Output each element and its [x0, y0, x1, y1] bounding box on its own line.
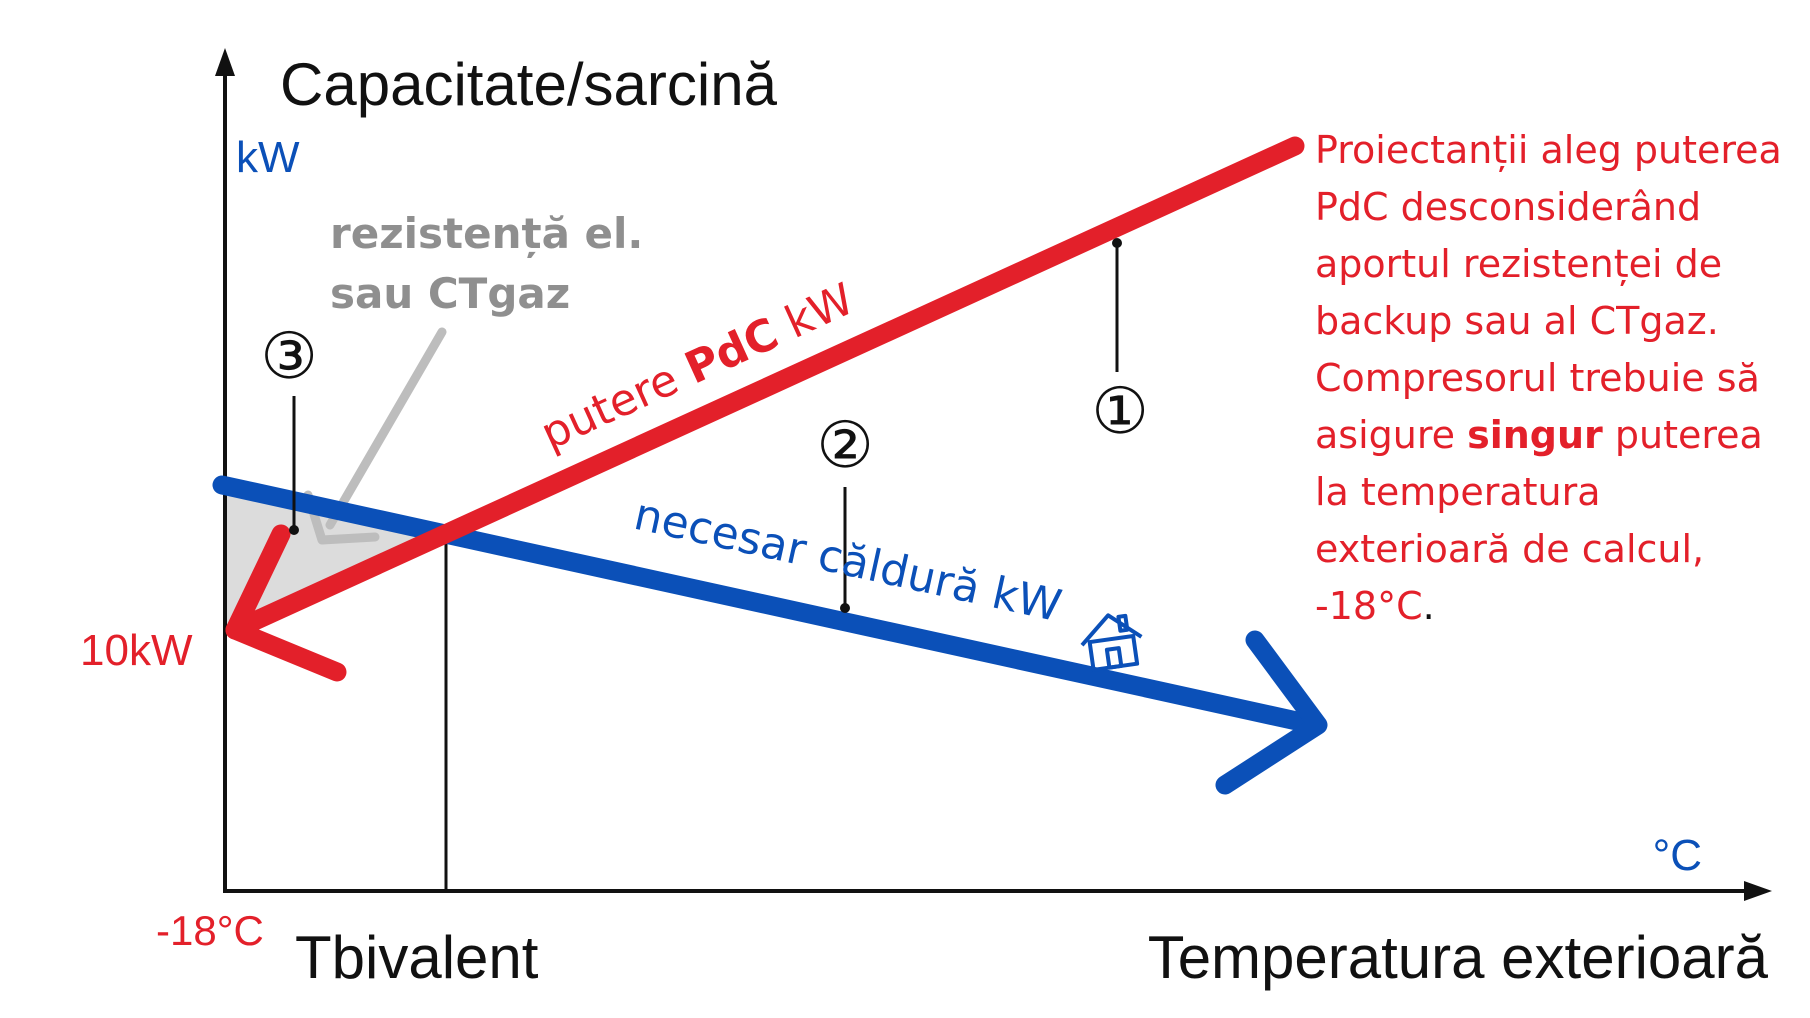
note-line-1: Proiectanții aleg puterea [1315, 128, 1782, 172]
heat-pump-arrowhead [225, 524, 347, 682]
note-line-6-bold: singur [1467, 413, 1603, 457]
note-line-4: backup sau al CTgaz. [1315, 299, 1719, 343]
design-note: Proiectanții aleg puterea PdC desconside… [1315, 122, 1805, 635]
demand-line [212, 475, 1325, 735]
note-line-6-post: puterea [1602, 413, 1763, 457]
marker-2: ② [816, 409, 873, 483]
backup-label-line2: sau CTgaz [330, 269, 570, 318]
marker-1: ① [1091, 375, 1148, 449]
x-axis-arrowhead [1744, 881, 1772, 901]
backup-label-line1: rezistență el. [330, 209, 643, 259]
note-line-7: la temperatura [1315, 470, 1601, 514]
backup-arrow [325, 327, 447, 530]
note-line-9: -18°C. [1315, 578, 1805, 635]
note-line-5: Compresorul trebuie să [1315, 356, 1760, 400]
note-line-8: exterioară de calcul, [1315, 527, 1705, 571]
heat-pump-label-pre: putere [533, 348, 698, 460]
x-axis-unit: °C [1653, 831, 1702, 880]
house-icon [1080, 613, 1143, 672]
y-axis-unit: kW [236, 133, 300, 182]
note-line-9-tail: . [1422, 584, 1435, 628]
bivalent-label: Tbivalent [295, 924, 539, 991]
marker-1-dot [1112, 238, 1122, 248]
marker-3-dot [289, 525, 299, 535]
note-line-3: aportul rezistenței de [1315, 242, 1723, 286]
y-axis-arrowhead [215, 48, 235, 76]
x-axis-title: Temperatura exterioară [1148, 924, 1769, 991]
demand-arrowhead [1215, 630, 1328, 795]
marker-3: ③ [260, 320, 317, 394]
marker-2-dot [840, 603, 850, 613]
heat-pump-line [225, 136, 1305, 640]
note-line-6-pre: asigure [1315, 413, 1468, 457]
x-axis-start-label: -18°C [156, 907, 264, 954]
note-line-9-temp: -18°C [1315, 584, 1423, 628]
y-value-label: 10kW [80, 626, 193, 675]
note-line-2: PdC desconsiderând [1315, 185, 1702, 229]
y-axis-title: Capacitate/sarcină [280, 51, 778, 118]
note-line-6: asigure singur puterea [1315, 407, 1805, 464]
backup-shaded-area [225, 487, 446, 630]
